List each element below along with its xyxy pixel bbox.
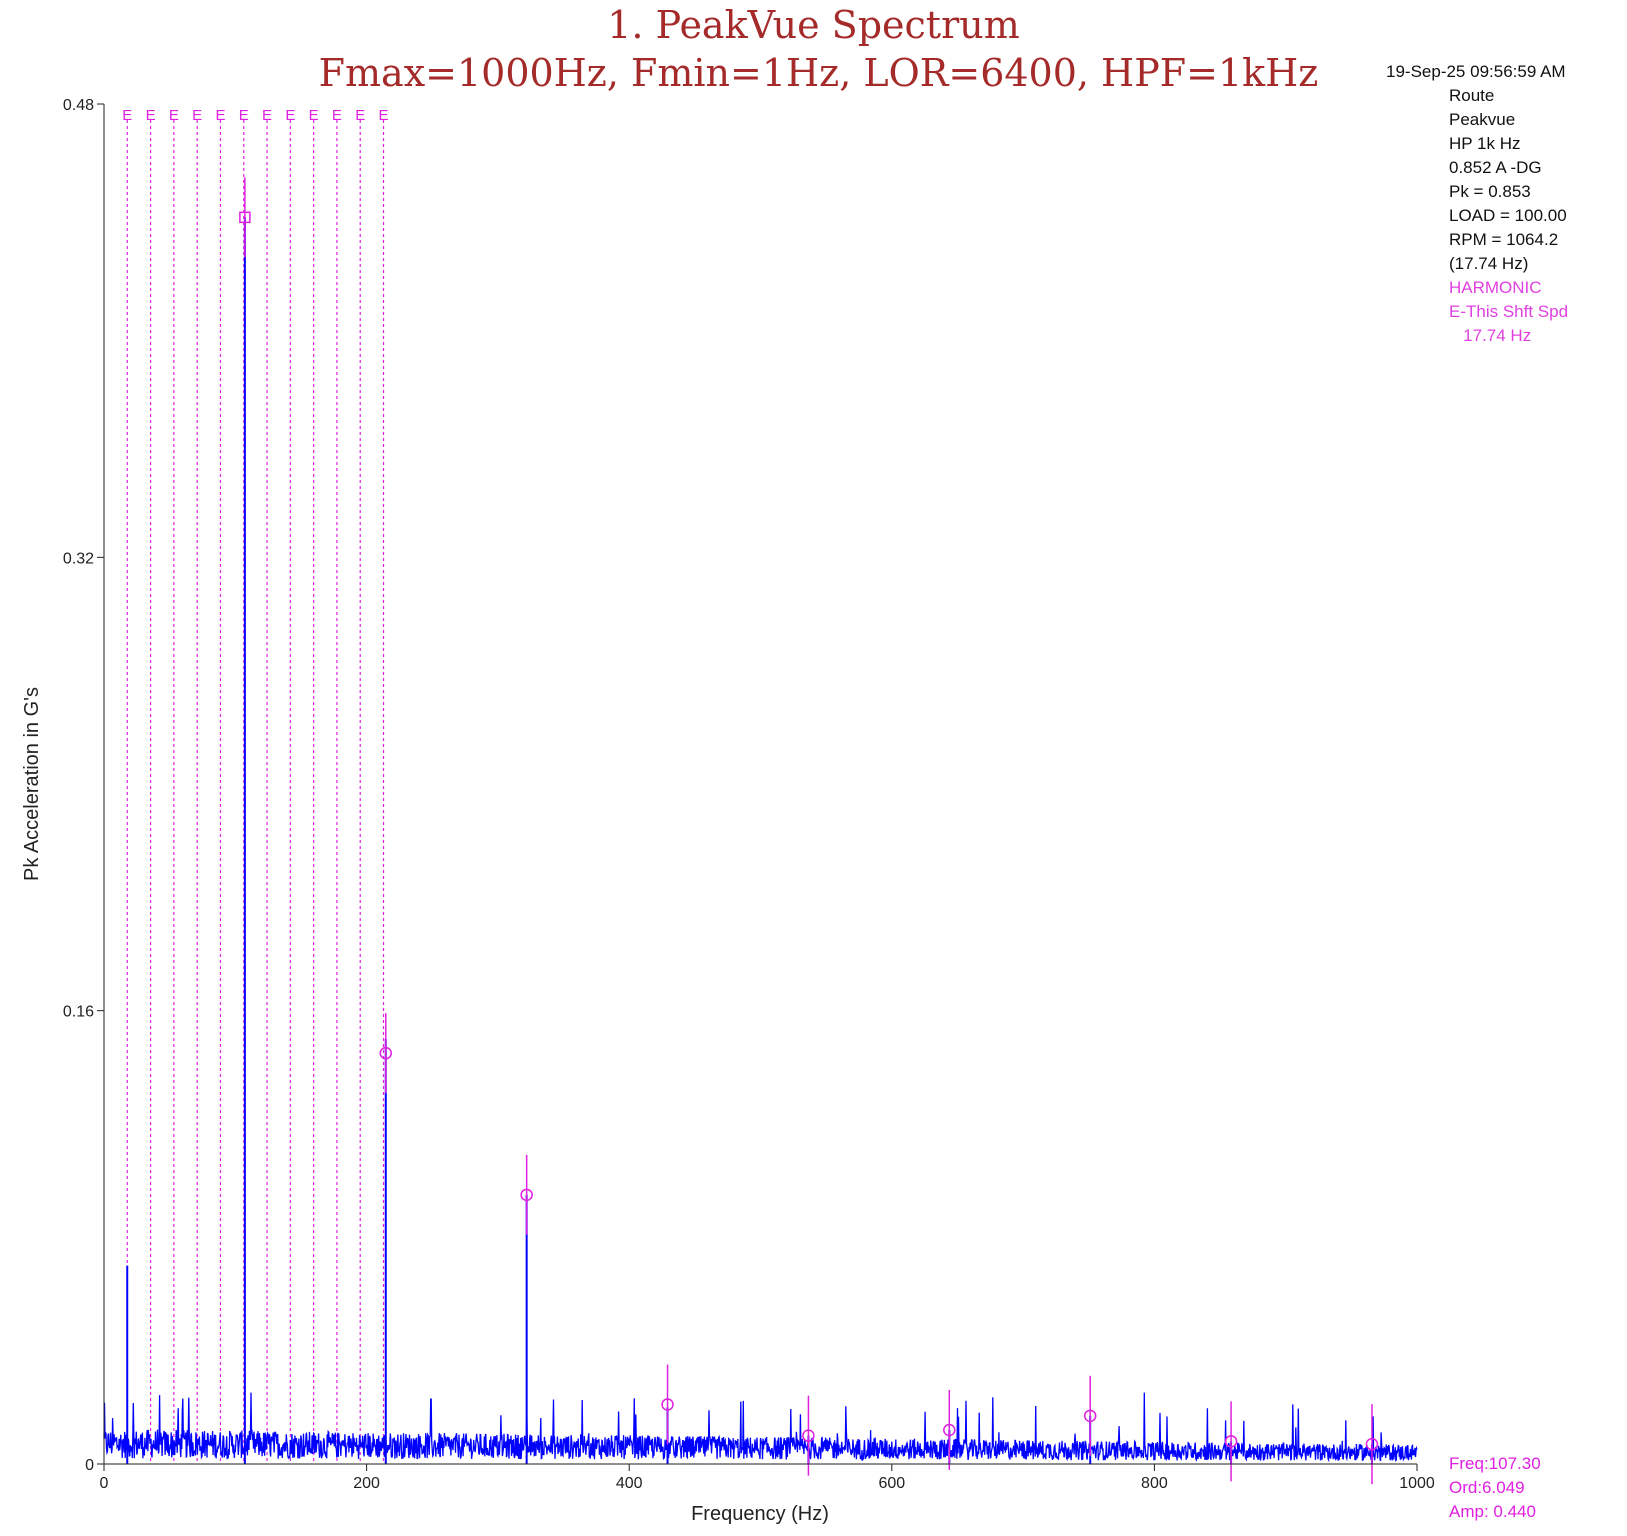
harmonic-label: E <box>332 107 342 124</box>
axes <box>97 103 1418 1471</box>
cursor-marker-circle <box>661 1398 674 1411</box>
harmonic-label: E <box>309 107 319 124</box>
harmonic-label: E <box>239 107 249 124</box>
cursor-marker-circle <box>1365 1437 1379 1451</box>
x-axis-title: Frequency (Hz) <box>691 1503 829 1525</box>
info-line: (17.74 Hz) <box>1449 254 1529 273</box>
info-line: LOAD = 100.00 <box>1449 206 1567 225</box>
y-tick-label: 0 <box>85 1457 94 1474</box>
chart-subtitle: Fmax=1000Hz, Fmin=1Hz, LOR=6400, HPF=1kH… <box>318 51 1319 95</box>
cursor-marker-circle <box>802 1429 815 1442</box>
timestamp: 19-Sep-25 09:56:59 AM <box>1386 62 1566 81</box>
harmonic-label: E <box>285 107 295 124</box>
harmonic-info-line: HARMONIC <box>1449 278 1542 297</box>
y-axis-title: Pk Acceleration in G's <box>21 687 43 881</box>
info-line: RPM = 1064.2 <box>1449 230 1559 249</box>
harmonic-label: E <box>192 107 202 124</box>
harmonic-label: E <box>169 107 179 124</box>
x-tick-label: 1000 <box>1399 1475 1435 1492</box>
noise-floor-trace <box>103 1392 1418 1463</box>
chart-title: 1. PeakVue Spectrum <box>607 3 1020 47</box>
cursor-marker-square <box>239 211 251 224</box>
x-tick-label: 0 <box>100 1475 109 1492</box>
harmonic-label: E <box>262 107 272 124</box>
harmonic-label: E <box>122 107 132 124</box>
cursor-marker-layer <box>239 177 1379 1485</box>
info-line: Pk = 0.853 <box>1449 182 1531 201</box>
y-tick-label: 0.16 <box>63 1004 94 1021</box>
info-line: HP 1k Hz <box>1449 134 1521 153</box>
x-tick-label: 600 <box>878 1475 905 1492</box>
cursor-marker-circle <box>1083 1409 1097 1423</box>
harmonic-label: E <box>215 107 225 124</box>
y-tick-label: 0.48 <box>63 97 94 114</box>
x-tick-label: 200 <box>353 1475 380 1492</box>
cursor-marker-circle <box>379 1046 393 1060</box>
harmonic-info-line: 17.74 Hz <box>1449 326 1532 345</box>
cursor-freq-readout: Freq:107.30 <box>1449 1454 1541 1473</box>
cursor-marker-circle <box>520 1188 533 1202</box>
harmonic-label: E <box>355 107 365 124</box>
harmonic-info-line: E-This Shft Spd <box>1449 302 1569 321</box>
info-line: Peakvue <box>1449 110 1516 129</box>
spectrum-trace <box>103 217 1418 1464</box>
cursor-marker-circle <box>943 1423 956 1437</box>
cursor-amp-readout: Amp: 0.440 <box>1449 1502 1536 1521</box>
cursor-order-readout: Ord:6.049 <box>1449 1478 1525 1497</box>
harmonic-label: E <box>379 107 389 124</box>
y-tick-label: 0.32 <box>63 550 94 567</box>
info-line: 0.852 A -DG <box>1449 158 1542 177</box>
cursor-marker-circle <box>1224 1435 1238 1448</box>
x-tick-label: 400 <box>616 1475 643 1492</box>
harmonic-label: E <box>146 107 156 124</box>
info-line: Route <box>1449 86 1495 105</box>
x-tick-label: 800 <box>1141 1475 1168 1492</box>
